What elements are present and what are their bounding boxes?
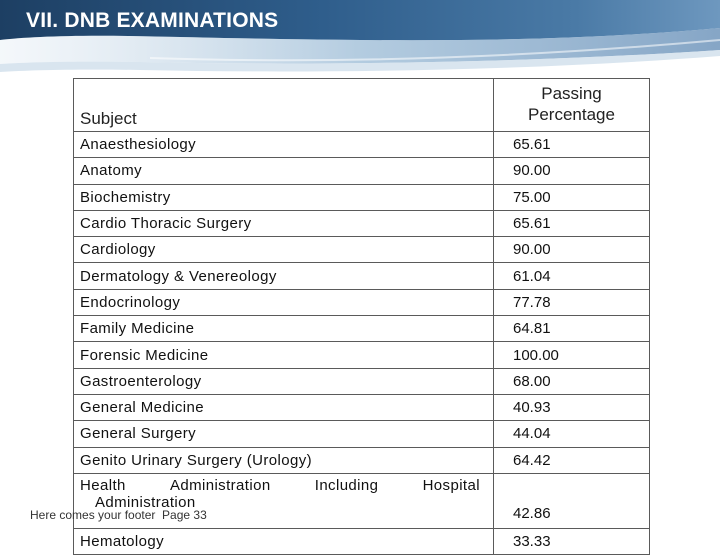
subject-cell: Forensic Medicine [73, 341, 494, 369]
table-row: Anatomy 90.00 [73, 157, 650, 185]
subject-cell: General Surgery [73, 420, 494, 448]
table-row: Dermatology & Venereology 61.04 [73, 262, 650, 290]
table-row: General Surgery 44.04 [73, 420, 650, 448]
table-header-row: Subject Passing Percentage [73, 78, 650, 132]
percentage-cell: 65.61 [493, 130, 650, 159]
percentage-cell: 64.42 [493, 446, 650, 474]
table-row: Biochemistry 75.00 [73, 183, 650, 211]
subject-header-label: Subject [80, 109, 137, 128]
slide-footer: Here comes your footer Page 33 [30, 508, 207, 522]
subject-cell: Cardiology [73, 236, 494, 264]
subject-cell: Anaesthesiology [73, 130, 494, 159]
percentage-cell: 40.93 [493, 393, 650, 422]
subject-cell: Cardio Thoracic Surgery [73, 209, 494, 238]
title-banner [0, 0, 720, 80]
percentage-cell: 44.04 [493, 420, 650, 448]
percentage-cell: 90.00 [493, 236, 650, 264]
table-row: Family Medicine 64.81 [73, 315, 650, 343]
percentage-cell: 68.00 [493, 367, 650, 395]
table-row: Health Administration Including Hospital… [73, 472, 650, 529]
subject-cell: General Medicine [73, 393, 494, 422]
table-row: Anaesthesiology 65.61 [73, 130, 650, 159]
table-row: Forensic Medicine 100.00 [73, 341, 650, 369]
subject-word: Including [314, 476, 379, 494]
percentage-cell: 77.78 [493, 288, 650, 317]
table-row: Gastroenterology 68.00 [73, 367, 650, 395]
percentage-cell: 33.33 [493, 527, 650, 555]
subject-cell: Health Administration Including Hospital… [73, 472, 494, 529]
table-row: Cardiology 90.00 [73, 236, 650, 264]
subject-word: Administration [169, 476, 271, 494]
subject-cell: Biochemistry [73, 183, 494, 211]
slide-title: VII. DNB EXAMINATIONS [26, 9, 279, 32]
exam-results-table: Subject Passing Percentage Anaesthesiolo… [73, 78, 650, 555]
table-row: Genito Urinary Surgery (Urology) 64.42 [73, 446, 650, 474]
subject-cell: Endocrinology [73, 288, 494, 317]
percentage-cell: 90.00 [493, 157, 650, 185]
subject-cell: Family Medicine [73, 315, 494, 343]
subject-cell: Hematology [73, 527, 494, 555]
percentage-cell: 75.00 [493, 183, 650, 211]
percentage-column-header: Passing Percentage [493, 78, 650, 132]
percentage-cell: 65.61 [493, 209, 650, 238]
percentage-header-line2: Percentage [528, 105, 615, 124]
percentage-header-line1: Passing [541, 84, 602, 103]
subject-column-header: Subject [73, 78, 494, 132]
subject-cell: Dermatology & Venereology [73, 262, 494, 290]
subject-line-2: Administration [95, 493, 196, 511]
percentage-cell: 42.86 [493, 472, 650, 529]
percentage-cell: 100.00 [493, 341, 650, 369]
subject-line-1: Health Administration Including Hospital [80, 477, 480, 494]
subject-cell: Anatomy [73, 157, 494, 185]
subject-word: Health [80, 476, 126, 494]
subject-cell: Gastroenterology [73, 367, 494, 395]
percentage-cell: 61.04 [493, 262, 650, 290]
table-row: Cardio Thoracic Surgery 65.61 [73, 209, 650, 238]
subject-cell: Genito Urinary Surgery (Urology) [73, 446, 494, 474]
table-row: General Medicine 40.93 [73, 393, 650, 422]
table-row: Hematology 33.33 [73, 527, 650, 555]
percentage-cell: 64.81 [493, 315, 650, 343]
table-row: Endocrinology 77.78 [73, 288, 650, 317]
banner-swoosh-graphic [0, 0, 720, 72]
subject-word: Hospital [422, 476, 480, 494]
